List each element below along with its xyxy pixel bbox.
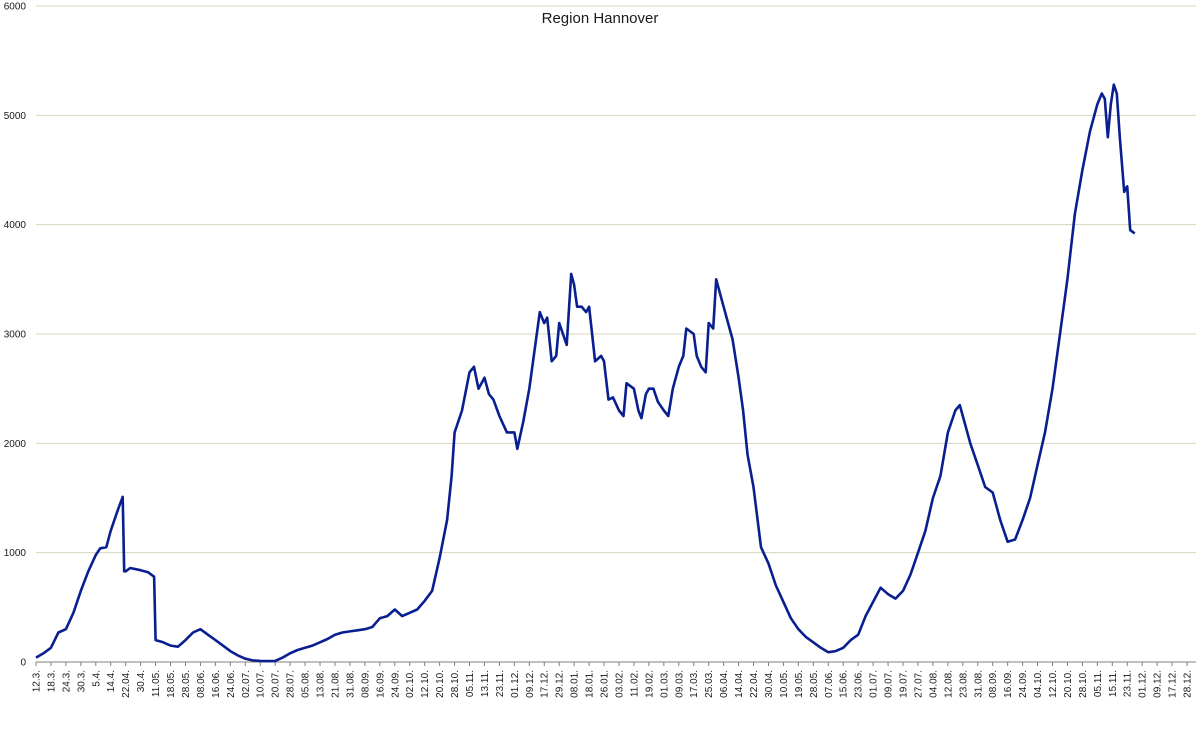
x-tick-label: 30.4. [136, 670, 147, 692]
chart-title: Region Hannover [541, 10, 659, 27]
x-tick-label: 09.12. [1153, 670, 1164, 698]
x-tick-label: 16.09. [1003, 670, 1014, 698]
x-tick-label: 24.3. [61, 670, 72, 692]
x-tick-label: 18.01. [585, 670, 596, 698]
x-tick-label: 31.08. [973, 670, 984, 698]
x-tick-label: 26.01. [600, 670, 611, 698]
x-tick-label: 09.12. [525, 670, 536, 698]
x-tick-label: 08.06. [196, 670, 207, 698]
x-tick-label: 28.05. [181, 670, 192, 698]
x-tick-label: 02.10. [405, 670, 416, 698]
x-tick-label: 04.10. [1033, 670, 1044, 698]
x-tick-label: 05.11. [1093, 670, 1104, 697]
x-tick-label: 17.12. [540, 670, 551, 698]
x-tick-label: 12.08. [943, 670, 954, 698]
x-tick-label: 5.4. [91, 670, 102, 687]
y-tick-label: 2000 [4, 439, 27, 450]
gridlines [35, 5, 1196, 666]
x-tick-label: 28.05. [809, 670, 820, 698]
x-tick-label: 09.07. [884, 670, 895, 698]
x-tick-label: 08.01. [570, 670, 581, 698]
x-tick-label: 23.11. [495, 670, 506, 697]
x-tick-label: 31.08. [345, 670, 356, 698]
x-axis-tick-labels: 12.3. 18.3. 24.3. 30.3. 5.4. 14.4. 22.04. 30.4.… [32, 670, 1194, 698]
x-tick-label: 29.12. [555, 670, 566, 698]
y-tick-label: 4000 [4, 220, 27, 231]
x-tick-label: 21.08. [330, 670, 341, 698]
x-tick-label: 23.08. [958, 670, 969, 698]
x-tick-label: 16.06. [211, 670, 222, 698]
x-tick-label: 27.07. [913, 670, 924, 698]
x-tick-label: 13.11. [480, 670, 491, 697]
x-tick-label: 01.03. [659, 670, 670, 698]
x-tick-label: 14.4. [106, 670, 117, 692]
x-tick-label: 12.3. [32, 670, 43, 692]
x-tick-label: 11.05. [151, 670, 162, 697]
x-tick-label: 20.07. [271, 670, 282, 698]
x-tick-label: 24.06. [226, 670, 237, 698]
y-tick-label: 0 [20, 658, 26, 669]
x-tick-label: 12.10. [1048, 670, 1059, 698]
x-tick-label: 07.06. [824, 670, 835, 698]
x-tick-label: 12.10. [420, 670, 431, 698]
x-tick-label: 04.08. [928, 670, 939, 698]
y-tick-label: 6000 [4, 2, 27, 13]
x-tick-label: 06.04. [719, 670, 730, 698]
x-tick-label: 08.09. [988, 670, 999, 698]
x-tick-label: 13.08. [316, 670, 327, 698]
x-tick-label: 20.10. [1063, 670, 1074, 698]
x-tick-label: 18.05. [166, 670, 177, 698]
x-tick-label: 30.3. [76, 670, 87, 692]
x-tick-label: 16.09. [375, 670, 386, 698]
x-tick-label: 28.07. [286, 670, 297, 698]
x-tick-label: 20.10. [435, 670, 446, 698]
x-tick-label: 24.09. [1018, 670, 1029, 698]
x-tick-label: 17.03. [689, 670, 700, 698]
y-tick-label: 1000 [4, 548, 27, 559]
x-tick-label: 09.03. [674, 670, 685, 698]
x-tick-label: 24.09. [390, 670, 401, 698]
x-tick-label: 01.07. [869, 670, 880, 698]
x-tick-label: 15.06. [839, 670, 850, 698]
series-layer [35, 83, 1136, 663]
x-tick-label: 22.04. [121, 670, 132, 698]
x-tick-label: 23.11. [1123, 670, 1134, 697]
x-tick-label: 03.02. [614, 670, 625, 698]
x-tick-label: 30.04. [764, 670, 775, 698]
x-tick-label: 28.10. [1078, 670, 1089, 698]
x-tick-label: 01.12. [510, 670, 521, 698]
x-tick-label: 22.04. [749, 670, 760, 698]
x-tick-label: 23.06. [854, 670, 865, 698]
x-tick-label: 15.11. [1108, 670, 1119, 697]
x-tick-label: 19.07. [899, 670, 910, 698]
x-tick-label: 05.08. [301, 670, 312, 698]
x-tick-label: 08.09. [360, 670, 371, 698]
x-tick-label: 17.12. [1168, 670, 1179, 698]
y-tick-label: 3000 [4, 330, 27, 341]
x-tick-label: 11.02. [629, 670, 640, 697]
x-tick-label: 10.05. [779, 670, 790, 698]
x-tick-label: 02.07. [241, 670, 252, 698]
x-tick-label: 01.12. [1138, 670, 1149, 698]
x-tick-label: 19.02. [644, 670, 655, 698]
x-tick-label: 25.03. [704, 670, 715, 698]
series-line-0 [35, 83, 1136, 663]
y-tick-label: 5000 [4, 111, 27, 122]
x-tick-label: 28.12. [1183, 670, 1194, 698]
x-tick-label: 05.11. [465, 670, 476, 697]
x-tick-label: 19.05. [794, 670, 805, 698]
x-tick-label: 18.3. [46, 670, 57, 692]
y-axis-tick-labels: 0 1000 2000 3000 4000 5000 6000 [4, 2, 27, 669]
x-tick-label: 28.10. [450, 670, 461, 698]
x-tick-label: 10.07. [256, 670, 267, 698]
x-tick-label: 14.04. [734, 670, 745, 698]
